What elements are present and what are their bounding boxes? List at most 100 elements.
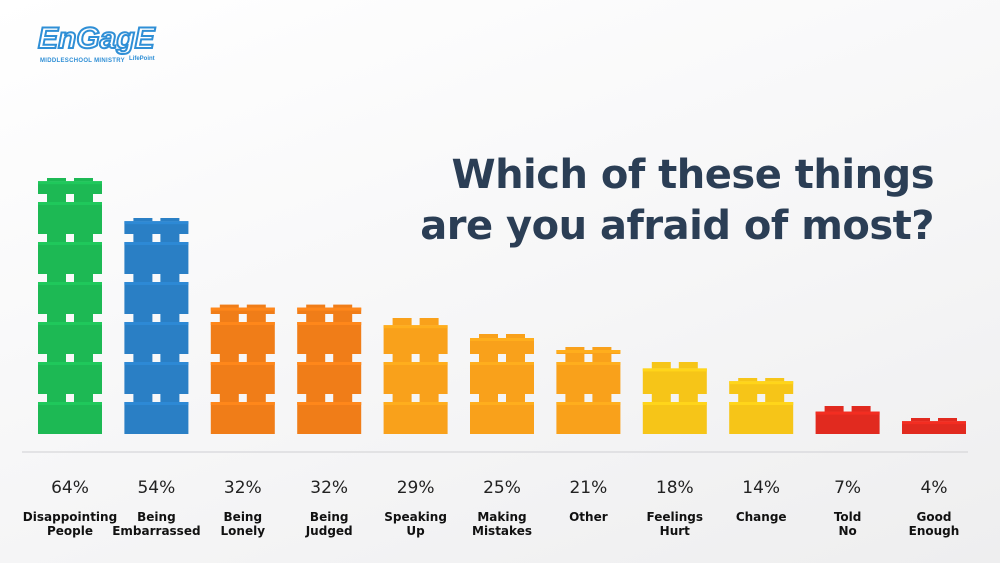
- value-label: 21%: [569, 478, 608, 498]
- chart-title-line-1: Which of these things: [451, 152, 934, 198]
- brick-stud: [738, 394, 758, 402]
- brick-highlight: [556, 402, 621, 405]
- brick: [470, 362, 534, 394]
- brick: [38, 362, 102, 394]
- brick-stud: [47, 194, 66, 202]
- brick-highlight: [38, 202, 102, 205]
- brick: [210, 307, 275, 314]
- category-label: Good Enough: [884, 510, 984, 538]
- category-label-line: Mistakes: [472, 524, 532, 538]
- brick-highlight: [210, 322, 275, 325]
- brick-highlight: [124, 322, 189, 325]
- brick-stud: [246, 354, 266, 362]
- brick: [124, 402, 189, 434]
- brick-highlight: [297, 362, 362, 365]
- brick: [124, 221, 189, 234]
- brick-highlight: [729, 381, 794, 385]
- brick-highlight: [642, 402, 707, 405]
- brick: [297, 307, 362, 314]
- category-label-line: Making: [477, 510, 527, 524]
- value-label: 29%: [396, 478, 435, 498]
- category-label-line: Embarrassed: [112, 524, 201, 538]
- brick-stud: [765, 394, 785, 402]
- brick-stud: [506, 354, 525, 362]
- brick-stud: [392, 394, 412, 402]
- brick-stud: [419, 394, 439, 402]
- brick-highlight: [210, 362, 275, 365]
- brick-highlight: [297, 402, 362, 405]
- value-label: 18%: [655, 478, 694, 498]
- brick-stud: [419, 318, 439, 326]
- bar: [38, 178, 102, 434]
- brick-highlight: [729, 402, 794, 405]
- brick-stud: [333, 304, 353, 308]
- brick-stud: [246, 394, 266, 402]
- category-label: Change: [711, 510, 811, 524]
- brick-highlight: [297, 322, 362, 325]
- brick-stud: [479, 354, 498, 362]
- bar: [297, 304, 362, 434]
- chart-title-line-2: are you afraid of most?: [420, 203, 934, 249]
- chart-title: Which of these things are you afraid of …: [420, 150, 934, 252]
- brick-stud: [74, 178, 93, 182]
- brick-stud: [738, 378, 758, 382]
- brick-stud: [479, 334, 498, 338]
- brick-highlight: [902, 421, 966, 425]
- category-label-line: Judged: [305, 524, 353, 538]
- brick-highlight: [38, 282, 102, 285]
- brick-stud: [506, 394, 525, 402]
- brick-stud: [306, 394, 326, 402]
- brick-stud: [479, 394, 498, 402]
- bar: [729, 378, 794, 434]
- logo-wordmark: EnGagE: [37, 21, 156, 56]
- brick-highlight: [210, 307, 275, 311]
- brick-stud: [160, 394, 180, 402]
- brick: [210, 402, 275, 434]
- brick-highlight: [297, 307, 362, 311]
- category-label-line: Disappointing: [22, 510, 118, 524]
- brick-highlight: [124, 362, 189, 365]
- bar: [902, 418, 966, 434]
- category-label: Feelings Hurt: [625, 510, 725, 538]
- brick: [124, 282, 189, 314]
- brick-stud: [392, 318, 412, 326]
- brick-stud: [133, 354, 153, 362]
- brick-highlight: [383, 362, 448, 365]
- value-label: 32%: [310, 478, 349, 498]
- brick: [297, 322, 362, 354]
- brick-stud: [133, 274, 153, 282]
- brick: [124, 322, 189, 354]
- brick-highlight: [124, 242, 189, 245]
- brick-highlight: [642, 368, 707, 372]
- brick-highlight: [38, 181, 102, 185]
- brick-highlight: [470, 362, 534, 365]
- brick: [729, 402, 794, 434]
- brick-stud: [74, 354, 93, 362]
- brick: [38, 202, 102, 234]
- brick-stud: [824, 406, 844, 412]
- value-label: 25%: [483, 478, 521, 498]
- brick-stud: [651, 394, 671, 402]
- brick-stud: [592, 354, 612, 362]
- brick-stud: [74, 394, 93, 402]
- brick-stud: [219, 314, 239, 322]
- category-label-line: Change: [735, 510, 787, 524]
- brick-stud: [419, 354, 439, 362]
- brick-stud: [306, 354, 326, 362]
- category-label: Being Lonely: [193, 510, 293, 538]
- brick-highlight: [383, 402, 448, 405]
- brick-stud: [47, 234, 66, 242]
- brick-highlight: [124, 402, 189, 405]
- category-label: Disappointing People: [20, 510, 120, 538]
- brick-stud: [565, 394, 585, 402]
- brick-stud: [47, 314, 66, 322]
- brick-highlight: [38, 242, 102, 245]
- brick-stud: [160, 274, 180, 282]
- brick: [38, 322, 102, 354]
- brick: [383, 362, 448, 394]
- bar: [124, 218, 189, 434]
- brick-stud: [133, 218, 153, 222]
- brick-highlight: [556, 350, 621, 353]
- brick-highlight: [210, 402, 275, 405]
- brick-stud: [506, 334, 525, 338]
